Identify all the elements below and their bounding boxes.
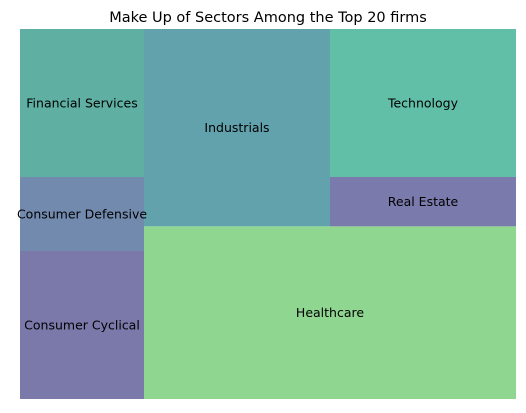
tile-label-financial-services: Financial Services <box>26 96 137 111</box>
treemap-tiles <box>20 29 516 399</box>
tile-financial-services <box>20 29 144 177</box>
tile-label-industrials: Industrials <box>204 120 269 135</box>
tile-consumer-cyclical <box>20 251 144 399</box>
tile-healthcare <box>144 226 516 399</box>
tile-label-consumer-cyclical: Consumer Cyclical <box>24 318 140 333</box>
chart-title: Make Up of Sectors Among the Top 20 firm… <box>109 10 427 26</box>
tile-technology <box>330 29 516 177</box>
tile-consumer-defensive <box>20 177 144 251</box>
tile-label-real-estate: Real Estate <box>388 194 459 209</box>
tile-industrials <box>144 29 330 227</box>
tile-real-estate <box>330 177 516 227</box>
tile-label-consumer-defensive: Consumer Defensive <box>17 207 147 222</box>
tile-label-technology: Technology <box>387 96 459 111</box>
treemap-labels: Consumer Cyclical Consumer Defensive Finan… <box>17 96 459 333</box>
tile-label-healthcare: Healthcare <box>296 305 364 320</box>
